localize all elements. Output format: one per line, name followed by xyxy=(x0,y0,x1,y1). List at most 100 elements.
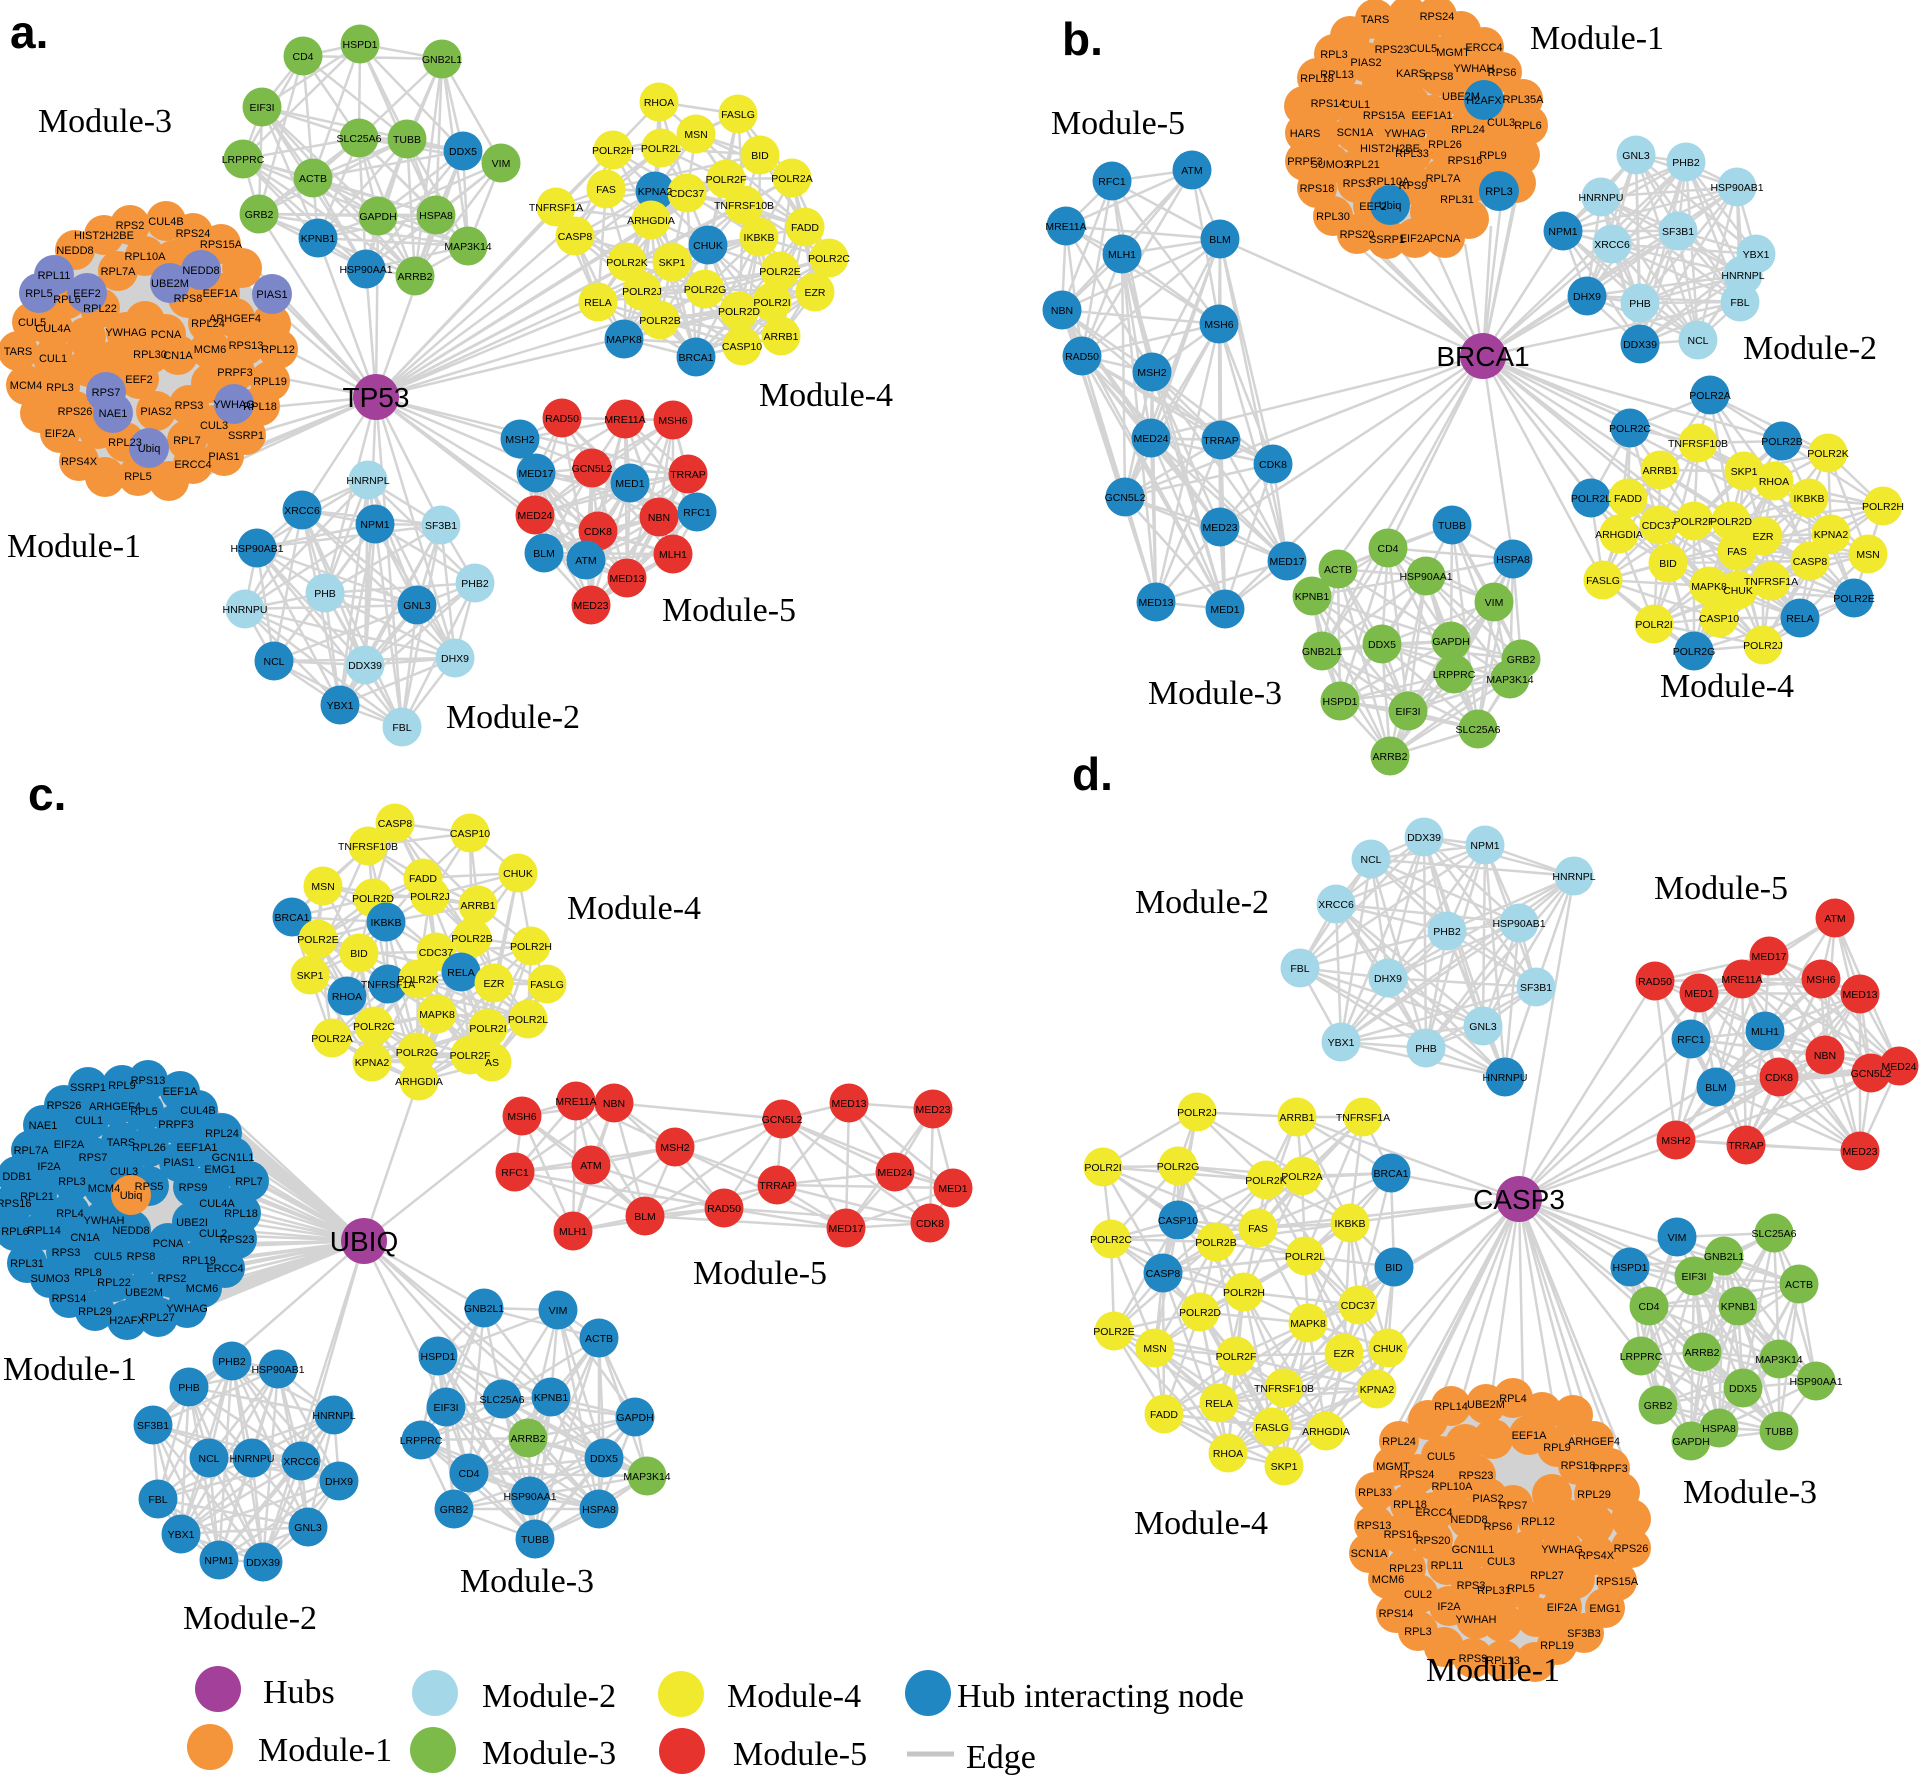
svg-text:GCN5L2: GCN5L2 xyxy=(1105,492,1146,504)
svg-text:RPL19: RPL19 xyxy=(182,1255,216,1267)
svg-text:CASP8: CASP8 xyxy=(558,231,593,243)
svg-text:CUL4B: CUL4B xyxy=(180,1105,215,1117)
svg-text:RFC1: RFC1 xyxy=(1677,1034,1705,1046)
svg-text:POLR2J: POLR2J xyxy=(622,286,662,298)
svg-text:RPL9: RPL9 xyxy=(108,1080,136,1092)
svg-text:HIST2H2BE: HIST2H2BE xyxy=(74,230,134,242)
svg-text:BLM: BLM xyxy=(1705,1082,1727,1094)
svg-text:Module-3: Module-3 xyxy=(482,1735,616,1772)
svg-text:CASP8: CASP8 xyxy=(378,818,413,830)
svg-text:HNRNPU: HNRNPU xyxy=(223,604,268,616)
svg-text:ARRB2: ARRB2 xyxy=(1684,1347,1719,1359)
svg-text:RPL7A: RPL7A xyxy=(1426,173,1462,185)
svg-text:ARRB1: ARRB1 xyxy=(1642,465,1677,477)
svg-text:HSPD1: HSPD1 xyxy=(420,1351,455,1363)
svg-text:RPS8: RPS8 xyxy=(174,293,203,305)
svg-text:Ubiq: Ubiq xyxy=(120,1190,143,1202)
svg-text:RPL7: RPL7 xyxy=(173,435,201,447)
svg-text:RPL14: RPL14 xyxy=(27,1225,61,1237)
svg-text:RPL6: RPL6 xyxy=(1,1226,29,1238)
svg-text:HSP90AB1: HSP90AB1 xyxy=(230,543,283,555)
svg-text:RPS23: RPS23 xyxy=(1459,1470,1494,1482)
svg-text:RPL13: RPL13 xyxy=(1320,69,1354,81)
svg-text:EEF1A1: EEF1A1 xyxy=(1412,110,1453,122)
svg-text:MED23: MED23 xyxy=(573,600,608,612)
svg-text:FADD: FADD xyxy=(1150,1409,1178,1421)
svg-text:TNFRSF1A: TNFRSF1A xyxy=(1336,1112,1390,1124)
svg-text:CD4: CD4 xyxy=(458,1468,479,1480)
svg-text:VIM: VIM xyxy=(1485,597,1504,609)
svg-text:PIAS2: PIAS2 xyxy=(140,406,171,418)
svg-text:EIF3I: EIF3I xyxy=(433,1402,458,1414)
svg-text:RPL19: RPL19 xyxy=(1540,1640,1574,1652)
svg-text:CASP10: CASP10 xyxy=(1699,613,1739,625)
svg-text:MGMT: MGMT xyxy=(1376,1461,1410,1473)
svg-text:RPS16: RPS16 xyxy=(1448,155,1483,167)
svg-text:KPNB1: KPNB1 xyxy=(301,233,336,245)
svg-text:DDX39: DDX39 xyxy=(1407,832,1441,844)
svg-text:RPS20: RPS20 xyxy=(1416,1535,1451,1547)
svg-text:PRPF3: PRPF3 xyxy=(1287,156,1322,168)
svg-text:CDC37: CDC37 xyxy=(419,947,454,959)
svg-text:PHB: PHB xyxy=(178,1382,200,1394)
svg-text:EEF2: EEF2 xyxy=(73,288,101,300)
svg-text:NCL: NCL xyxy=(198,1453,219,1465)
svg-text:RPL4: RPL4 xyxy=(1499,1393,1527,1405)
svg-text:CUL2: CUL2 xyxy=(1404,1589,1432,1601)
svg-text:SLC25A6: SLC25A6 xyxy=(1456,724,1501,736)
svg-text:MGMT: MGMT xyxy=(1436,47,1470,59)
svg-text:XRCC6: XRCC6 xyxy=(283,1456,319,1468)
svg-text:POLR2F: POLR2F xyxy=(450,1050,491,1062)
svg-text:NPM1: NPM1 xyxy=(1548,226,1577,238)
svg-text:EIF2A: EIF2A xyxy=(54,1139,85,1151)
svg-text:BID: BID xyxy=(1385,1262,1403,1274)
svg-text:EIF2A: EIF2A xyxy=(1400,233,1431,245)
svg-text:ERCC4: ERCC4 xyxy=(206,1263,243,1275)
svg-text:RPL10A: RPL10A xyxy=(1369,176,1411,188)
svg-text:TUBB: TUBB xyxy=(1765,1426,1793,1438)
svg-text:GRB2: GRB2 xyxy=(1644,1400,1673,1412)
svg-text:Hubs: Hubs xyxy=(263,1674,335,1711)
svg-text:POLR2D: POLR2D xyxy=(352,893,394,905)
svg-text:PIAS2: PIAS2 xyxy=(1350,57,1381,69)
svg-text:DHX9: DHX9 xyxy=(441,653,469,665)
svg-text:CUL5: CUL5 xyxy=(1427,1451,1455,1463)
svg-text:TARS: TARS xyxy=(107,1137,136,1149)
svg-text:RPS15A: RPS15A xyxy=(200,239,243,251)
svg-text:UBIQ: UBIQ xyxy=(330,1226,398,1257)
svg-text:RPL24: RPL24 xyxy=(191,318,225,330)
svg-text:Edge: Edge xyxy=(966,1739,1036,1775)
svg-text:DDB1: DDB1 xyxy=(2,1171,31,1183)
svg-text:UBE2M: UBE2M xyxy=(1442,91,1480,103)
svg-text:HNRNPL: HNRNPL xyxy=(1721,270,1764,282)
svg-text:CASP10: CASP10 xyxy=(722,341,762,353)
svg-text:MSH6: MSH6 xyxy=(1204,319,1233,331)
svg-text:Module-2: Module-2 xyxy=(1743,330,1877,367)
svg-text:POLR2H: POLR2H xyxy=(1223,1287,1265,1299)
svg-text:RHOA: RHOA xyxy=(1213,1448,1243,1460)
svg-text:DDX39: DDX39 xyxy=(348,660,382,672)
svg-text:RPL33: RPL33 xyxy=(1358,1487,1392,1499)
svg-text:Module-4: Module-4 xyxy=(727,1678,861,1715)
svg-text:IF2A: IF2A xyxy=(37,1161,61,1173)
svg-text:MAP3K14: MAP3K14 xyxy=(444,241,491,253)
svg-text:CDK8: CDK8 xyxy=(584,526,612,538)
svg-text:YBX1: YBX1 xyxy=(1743,249,1770,261)
svg-text:Ubiq: Ubiq xyxy=(1379,200,1402,212)
svg-text:GRB2: GRB2 xyxy=(245,209,274,221)
svg-text:CUL4B: CUL4B xyxy=(148,216,183,228)
svg-text:POLR2E: POLR2E xyxy=(1833,593,1874,605)
svg-text:RPL3: RPL3 xyxy=(58,1176,86,1188)
svg-text:RPL6: RPL6 xyxy=(53,294,81,306)
svg-text:MSH6: MSH6 xyxy=(1806,974,1835,986)
svg-text:CUL5: CUL5 xyxy=(18,317,46,329)
svg-text:RPL6: RPL6 xyxy=(1514,120,1542,132)
svg-text:DDX39: DDX39 xyxy=(246,1557,280,1569)
svg-text:ATM: ATM xyxy=(575,555,596,567)
svg-text:FBL: FBL xyxy=(1730,297,1749,309)
svg-text:CUL2: CUL2 xyxy=(199,1228,227,1240)
svg-text:Module-3: Module-3 xyxy=(1683,1474,1817,1511)
svg-text:GAPDH: GAPDH xyxy=(359,211,396,223)
svg-text:CUL1: CUL1 xyxy=(1342,99,1370,111)
svg-text:EZR: EZR xyxy=(1753,531,1774,543)
